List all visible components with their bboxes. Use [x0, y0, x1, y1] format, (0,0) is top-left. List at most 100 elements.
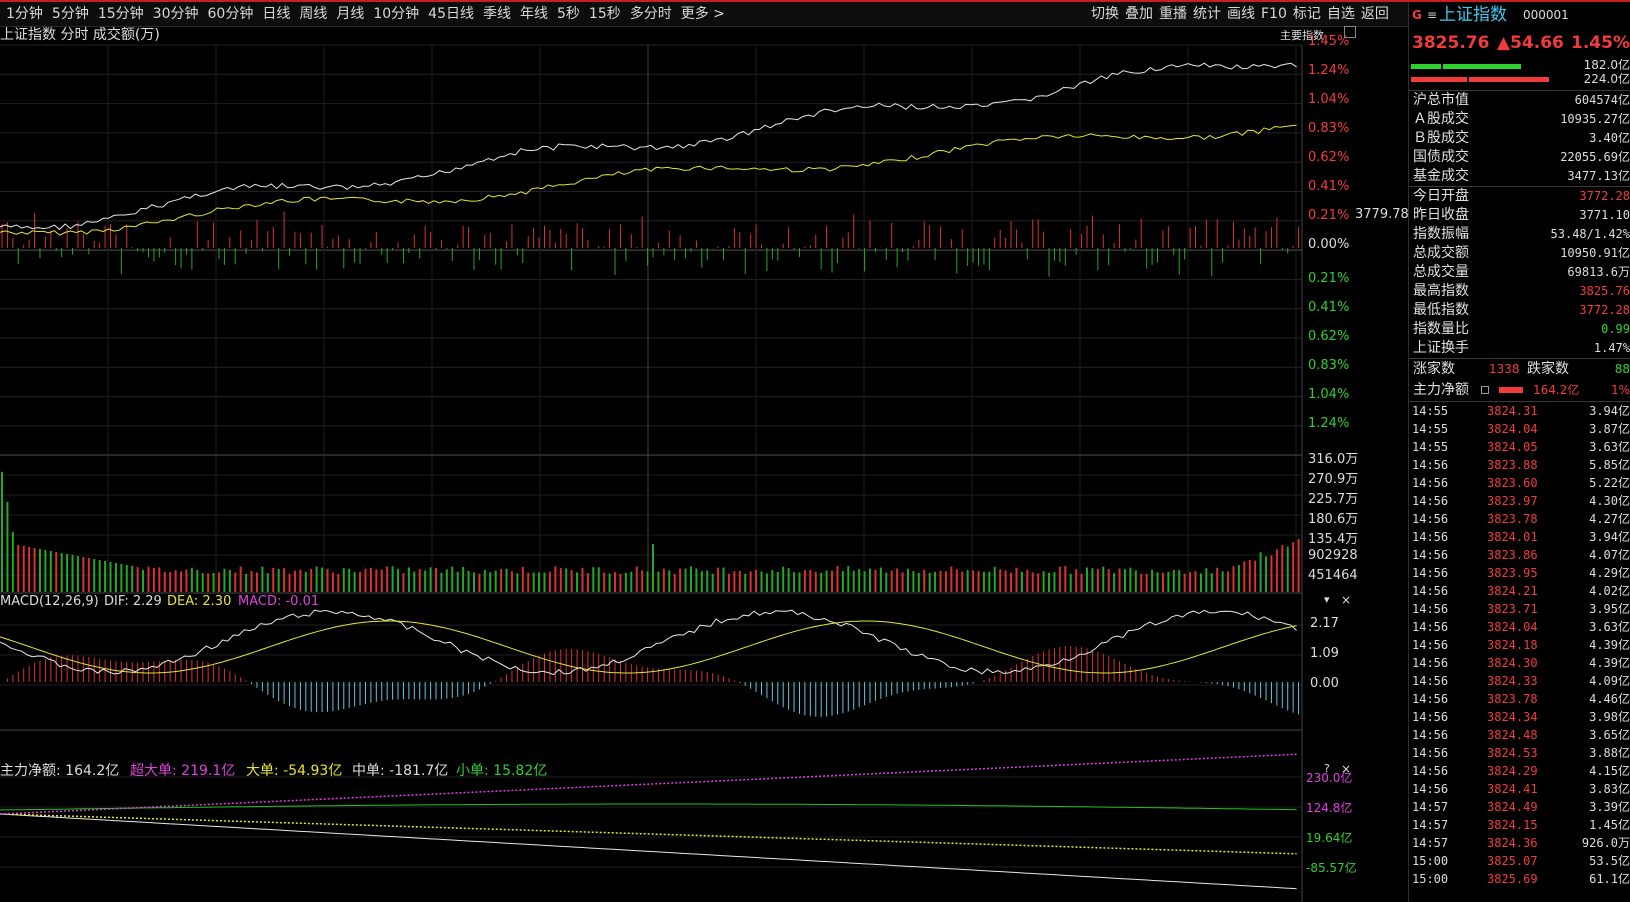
stat-row: Ａ股成交 10935.27亿	[1409, 110, 1630, 129]
net-label: 主力净额	[1413, 382, 1469, 398]
tool-button[interactable]: 画线	[1227, 6, 1255, 22]
tool-button[interactable]: 统计	[1193, 6, 1221, 22]
stat-value: 3.40亿	[1589, 131, 1630, 145]
period-tab[interactable]: 日线	[262, 6, 291, 22]
period-tab[interactable]: 多分时	[629, 6, 672, 22]
trade-amount: 3.63亿	[1589, 440, 1630, 454]
tool-button[interactable]: 返回	[1360, 6, 1389, 22]
macd-menu-icon[interactable]: ▾	[1324, 593, 1330, 606]
volume-axis-label: 902928	[1308, 548, 1358, 563]
fund-help-icon[interactable]: ?	[1324, 762, 1330, 775]
pct-axis-label: 0.62%	[1308, 150, 1350, 165]
menu-icon[interactable]: ≡	[1427, 8, 1438, 22]
trade-time: 14:56	[1412, 746, 1449, 760]
trade-row: 14:56 3824.41 3.83亿	[1409, 780, 1630, 798]
net-info-icon[interactable]	[1481, 386, 1489, 394]
period-tab[interactable]: 15秒	[588, 6, 621, 22]
intraday-chart[interactable]: 上证指数 分时 成交额(万) 主要指数 1.45% 1.24% 1.04% 0.83%…	[0, 26, 1409, 902]
macd-axis-label: 1.09	[1310, 646, 1339, 661]
period-tab[interactable]: 季线	[482, 6, 511, 22]
trade-price: 3824.31	[1487, 404, 1538, 418]
fund-close-icon[interactable]: ×	[1341, 762, 1352, 776]
trade-amount: 61.1亿	[1589, 872, 1630, 886]
trade-row: 14:56 3823.71 3.95亿	[1409, 600, 1630, 618]
trade-amount: 4.02亿	[1589, 584, 1630, 598]
period-tab[interactable]: 1分钟	[6, 6, 43, 22]
fund-axis-label: 19.64亿	[1306, 831, 1353, 845]
trade-row: 14:56 3824.30 4.39亿	[1409, 654, 1630, 672]
down-count: 88	[1614, 362, 1630, 376]
period-tab[interactable]: 月线	[336, 6, 365, 22]
trade-time: 14:57	[1412, 818, 1449, 832]
index-code: 000001	[1523, 8, 1569, 22]
trade-time: 14:56	[1412, 512, 1449, 526]
top-toolbar: 1分钟 5分钟 15分钟 30分钟 60分钟 日线 周线 月线 10分钟 45日线 季线 年线 5秒 15…	[0, 0, 1630, 27]
trade-row: 14:57 3824.15 1.45亿	[1409, 816, 1630, 834]
pct-axis-label: 1.04%	[1308, 92, 1350, 107]
trade-row: 15:00 3825.07 53.5亿	[1409, 852, 1630, 870]
trade-row: 14:56 3824.53 3.88亿	[1409, 744, 1630, 762]
period-tab[interactable]: 5分钟	[51, 6, 89, 22]
stat-row: 国债成交 22055.69亿	[1409, 148, 1630, 167]
trade-price: 3824.29	[1487, 764, 1538, 778]
main-index-button[interactable]: 主要指数	[1280, 29, 1324, 42]
tool-button[interactable]: 标记	[1292, 6, 1321, 22]
pct-axis-label: 1.24%	[1308, 63, 1350, 78]
tool-button[interactable]: F10	[1261, 6, 1287, 22]
trade-amount: 3.98亿	[1589, 710, 1630, 724]
period-tab[interactable]: 年线	[519, 6, 548, 22]
trade-amount: 3.39亿	[1589, 800, 1630, 814]
period-tab[interactable]: 60分钟	[207, 6, 254, 22]
macd-close-icon[interactable]: ×	[1341, 593, 1352, 607]
trade-price: 3824.01	[1487, 530, 1538, 544]
period-tab[interactable]: 45日线	[428, 6, 474, 22]
tool-button[interactable]: 叠加	[1125, 6, 1153, 22]
trade-row: 14:56 3824.29 4.15亿	[1409, 762, 1630, 780]
trade-amount: 3.95亿	[1589, 602, 1630, 616]
period-tab[interactable]: 10分钟	[373, 6, 420, 22]
pct-axis-label: 0.21%	[1308, 208, 1350, 223]
tool-button[interactable]: 重播	[1159, 6, 1187, 22]
panel-toggle-icon[interactable]	[1344, 26, 1356, 38]
trade-amount: 4.30亿	[1589, 494, 1630, 508]
trade-amount: 4.27亿	[1589, 512, 1630, 526]
trade-time: 14:56	[1412, 494, 1449, 508]
trade-amount: 4.46亿	[1589, 692, 1630, 706]
trade-amount: 4.39亿	[1589, 638, 1630, 652]
period-tab[interactable]: 更多 >	[680, 6, 725, 22]
trade-time: 14:56	[1412, 674, 1449, 688]
stat-label: 总成交量	[1413, 264, 1469, 280]
period-tab[interactable]: 15分钟	[97, 6, 144, 22]
stat-row: 最高指数 3825.76	[1409, 282, 1630, 301]
stat-label: 总成交额	[1413, 245, 1469, 261]
stat-row: 昨日收盘 3771.10	[1409, 206, 1630, 225]
macd-axis-label: 2.17	[1310, 616, 1339, 631]
stat-row: 基金成交 3477.13亿	[1409, 167, 1630, 186]
trade-row: 14:56 3824.48 3.65亿	[1409, 726, 1630, 744]
stat-value: 10935.27亿	[1560, 112, 1630, 126]
trade-row: 14:57 3824.49 3.39亿	[1409, 798, 1630, 816]
trade-price: 3823.78	[1487, 692, 1538, 706]
trade-price: 3824.48	[1487, 728, 1538, 742]
stat-row: Ｂ股成交 3.40亿	[1409, 129, 1630, 148]
trade-row: 14:56 3824.18 4.39亿	[1409, 636, 1630, 654]
period-tab[interactable]: 30分钟	[152, 6, 199, 22]
trade-time: 14:55	[1412, 422, 1449, 436]
tool-button[interactable]: 切换	[1091, 6, 1119, 22]
trade-row: 14:56 3824.21 4.02亿	[1409, 582, 1630, 600]
trade-time: 14:56	[1412, 458, 1449, 472]
trade-list[interactable]: 14:55 3824.31 3.94亿 14:55 3824.04 3.87亿 14:55 3…	[1409, 402, 1630, 888]
trade-time: 14:56	[1412, 782, 1449, 796]
trade-row: 14:56 3824.34 3.98亿	[1409, 708, 1630, 726]
period-tab[interactable]: 周线	[299, 6, 328, 22]
trade-time: 14:56	[1412, 764, 1449, 778]
fund-medium: 中单: -181.7亿	[352, 763, 449, 779]
trade-time: 14:56	[1412, 530, 1449, 544]
trade-time: 14:56	[1412, 620, 1449, 634]
trade-row: 14:56 3824.33 4.09亿	[1409, 672, 1630, 690]
trade-amount: 53.5亿	[1589, 854, 1630, 868]
tool-button[interactable]: 自选	[1326, 6, 1355, 22]
period-tab[interactable]: 5秒	[556, 6, 580, 22]
trade-price: 3825.69	[1487, 872, 1538, 886]
trade-price: 3823.88	[1487, 458, 1538, 472]
